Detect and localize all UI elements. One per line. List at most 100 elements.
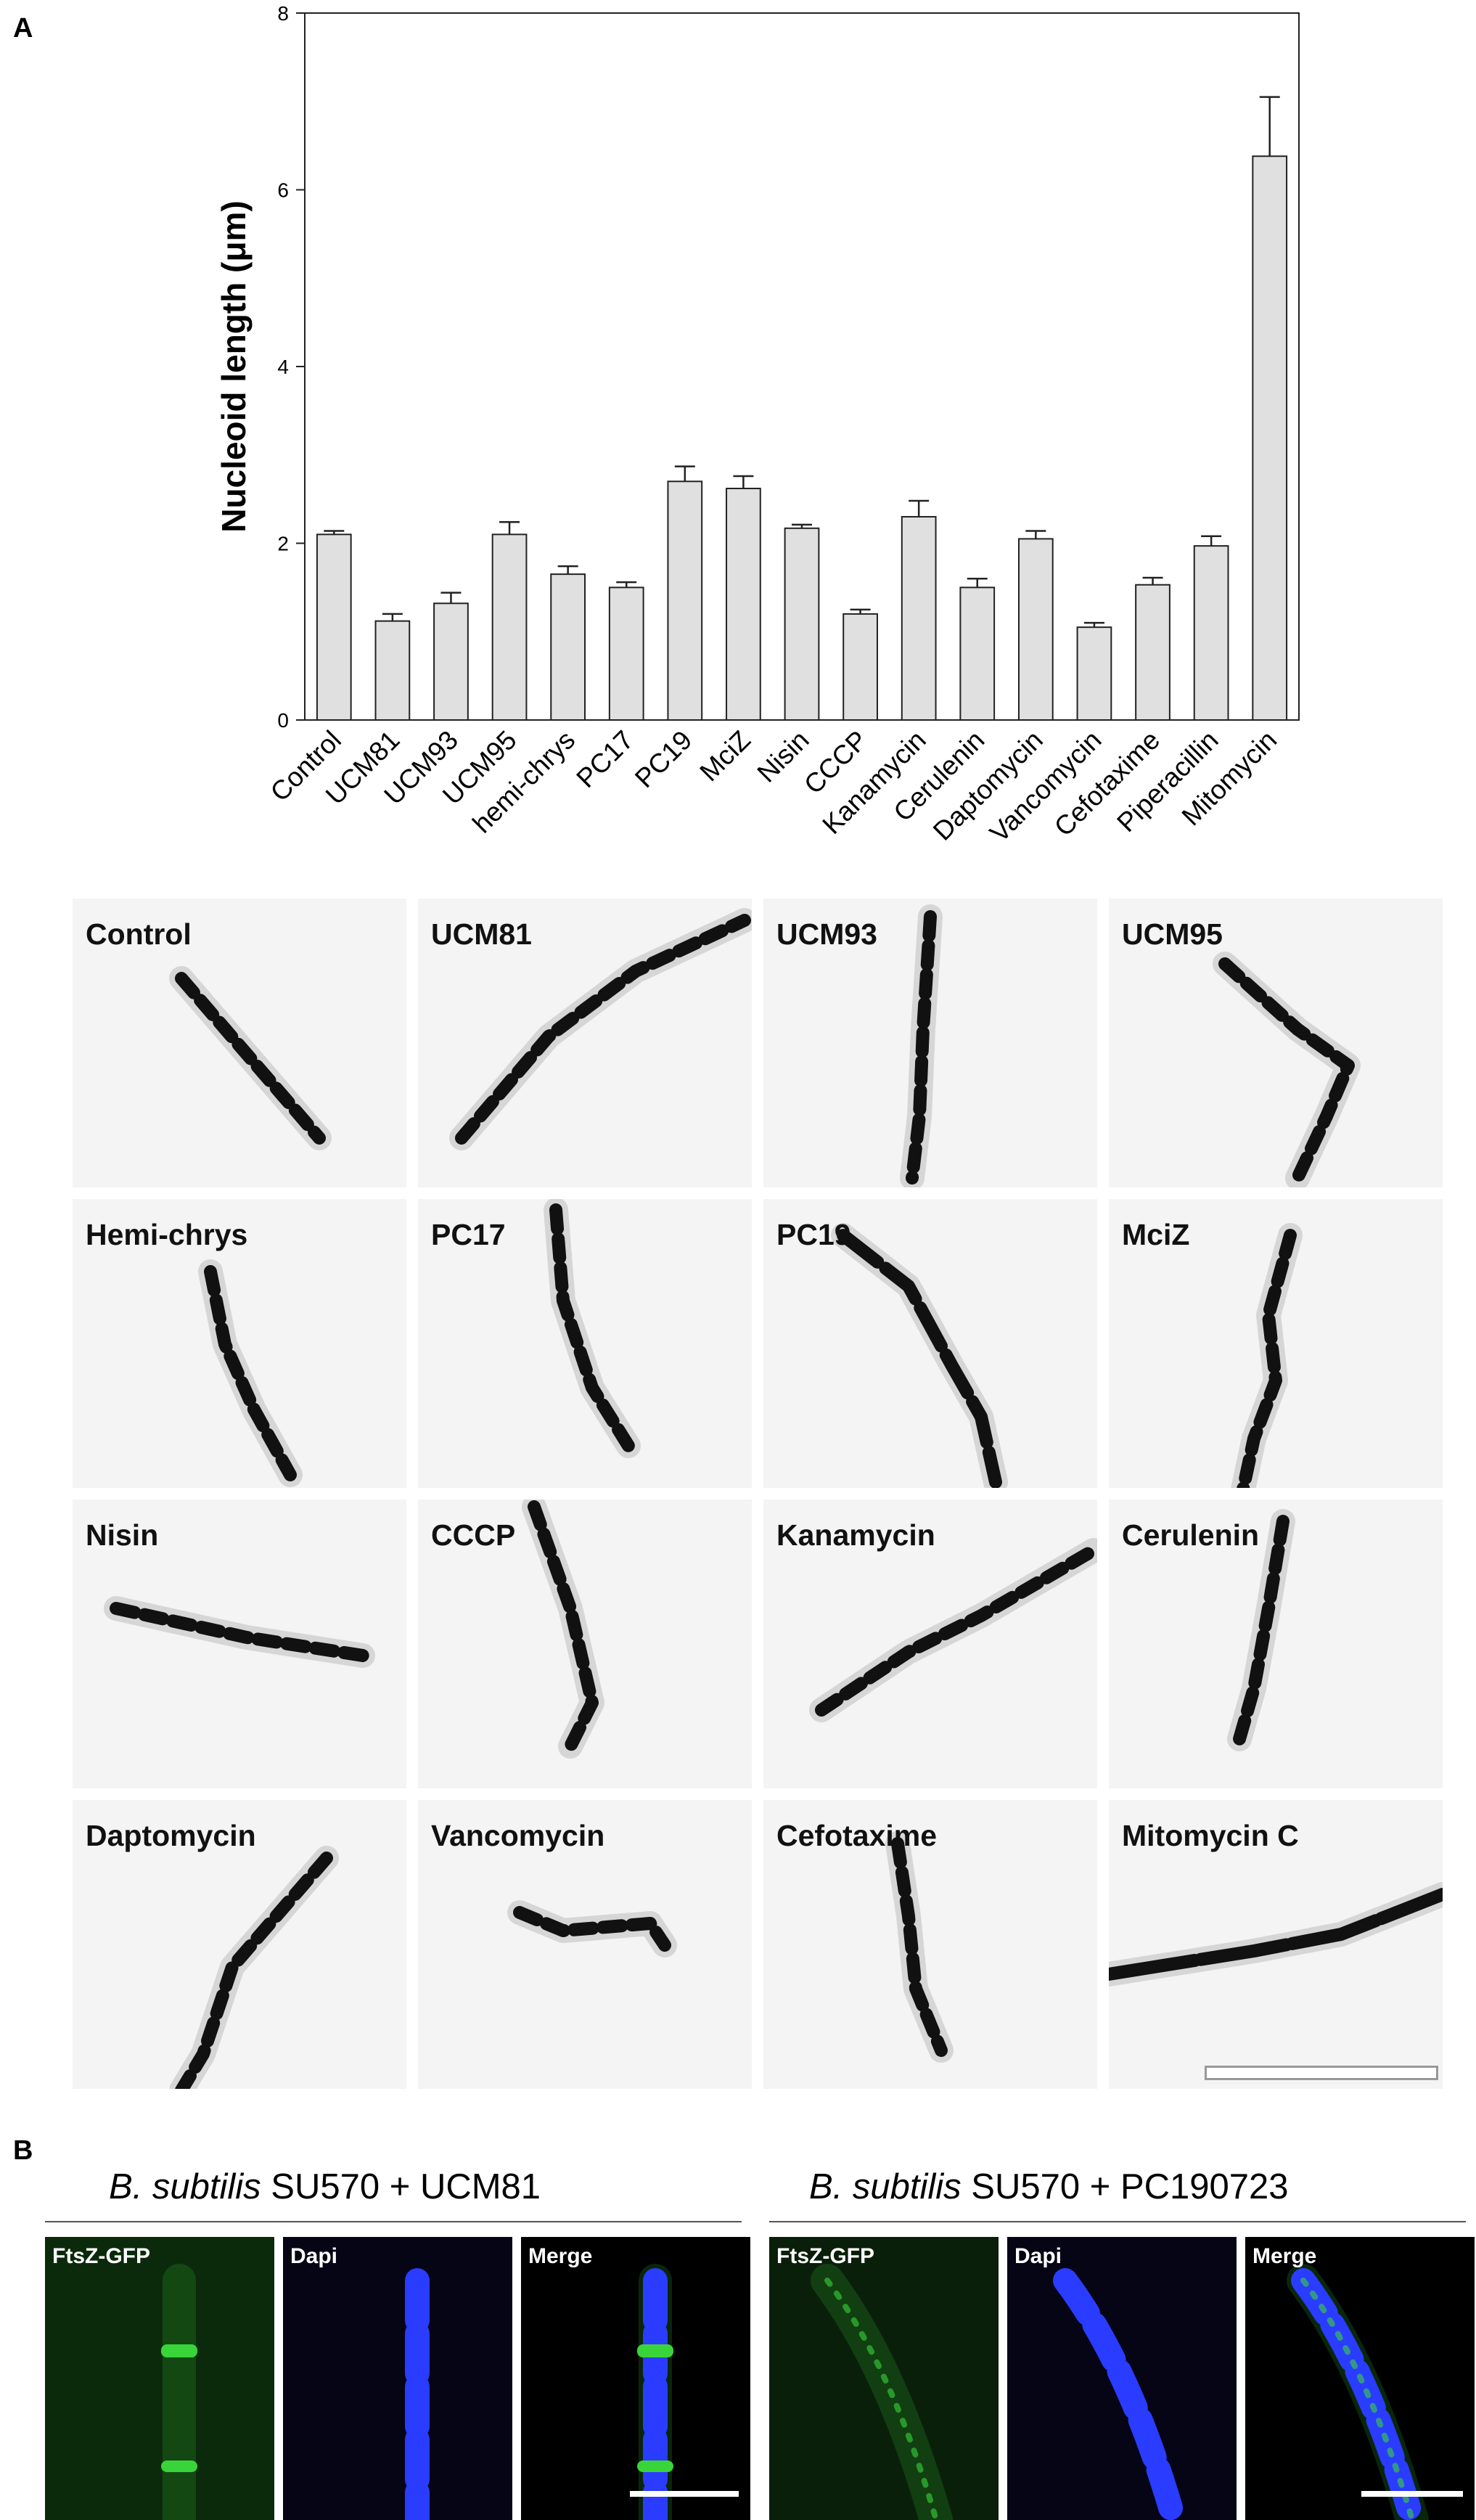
micrograph-label: MciZ <box>1122 1218 1190 1251</box>
fluorescence-ftsz-gfp: FtsZ-GFP <box>769 2237 999 2520</box>
x-tick-label: MciZ <box>694 725 756 788</box>
micrograph-image <box>169 1846 339 2089</box>
species-name: B. subtilis <box>809 2167 962 2206</box>
bar-vancomycin <box>1076 626 1112 721</box>
micrograph-daptomycin: Daptomycin <box>73 1800 406 2089</box>
bar-kanamycin <box>901 515 937 721</box>
fluorescence-merge: Merge <box>1245 2237 1475 2520</box>
micrograph-control: Control <box>73 899 406 1187</box>
y-tick-label: 0 <box>277 709 289 732</box>
micrograph-image <box>449 908 752 1150</box>
bar-ucm93 <box>433 602 469 721</box>
nucleoid-chain <box>204 1265 297 1481</box>
micrograph-image <box>544 1199 641 1458</box>
bar-control <box>316 533 352 721</box>
micrograph-pc17: PC17 <box>418 1199 752 1488</box>
scale-bar <box>630 2491 739 2497</box>
micrograph-label: Kanamycin <box>776 1518 935 1552</box>
bar-pc19 <box>667 480 703 721</box>
nucleoid-chain <box>528 1500 599 1753</box>
panel-b-title-right: B. subtilis SU570 + PC190723 <box>809 2167 1289 2207</box>
micrograph-image <box>809 1538 1097 1722</box>
ftsz-ring <box>637 2344 673 2357</box>
nucleoid-chain <box>837 1229 1002 1488</box>
micrograph-pc19: PC19 <box>763 1199 1097 1488</box>
ftsz-ring <box>161 2344 197 2357</box>
fluorescence-image <box>1287 2264 1429 2520</box>
micrograph-label: Hemi-chrys <box>86 1218 248 1251</box>
bar-mitomycin <box>1252 155 1288 721</box>
micrograph-kanamycin: Kanamycin <box>763 1500 1097 1788</box>
micrograph-image <box>507 1900 677 1958</box>
cell-outline <box>449 908 752 1150</box>
micrograph-label: Cerulenin <box>1122 1518 1260 1552</box>
bar-piperacillin <box>1193 545 1229 721</box>
y-tick-label: 8 <box>277 2 289 25</box>
nucleoid-chain <box>1218 957 1355 1185</box>
fluorescence-image <box>405 2268 430 2520</box>
micrograph-label: UCM93 <box>776 917 877 951</box>
bar-mciz <box>726 488 761 721</box>
scale-bar <box>1361 2491 1463 2497</box>
micrograph-image <box>198 1259 303 1487</box>
fluorescence-ftsz-gfp: FtsZ-GFP <box>45 2237 274 2520</box>
micrograph-cerulenin: Cerulenin <box>1109 1500 1443 1788</box>
fluorescence-image <box>637 2264 673 2520</box>
scale-bar <box>1205 2066 1438 2080</box>
micrograph-cefotaxime: Cefotaxime <box>763 1800 1097 2089</box>
bar-hemi-chrys <box>550 573 586 721</box>
micrograph-label: UCM81 <box>431 917 532 951</box>
species-name: B. subtilis <box>109 2167 261 2206</box>
bar-pc17 <box>608 586 644 721</box>
channel-label: Dapi <box>1014 2244 1062 2268</box>
micrograph-mciz: MciZ <box>1109 1199 1443 1488</box>
panel-b-rule-left <box>45 2221 742 2222</box>
micrograph-label: PC19 <box>776 1218 851 1251</box>
bar-daptomycin <box>1017 538 1054 721</box>
y-tick-label: 4 <box>277 356 289 378</box>
channel-label: FtsZ-GFP <box>776 2244 874 2268</box>
y-axis-label: Nucleoid length (μm) <box>215 200 253 532</box>
nucleoid-chain <box>1237 1229 1297 1488</box>
micrograph-grid: Control UCM81 UCM93 UCM95 Hemi-chrys PC17 PC19… <box>73 899 1444 2089</box>
micrograph-ucm93: UCM93 <box>763 899 1097 1187</box>
micrograph-label: CCCP <box>431 1518 516 1552</box>
panel-b-rule-right <box>769 2221 1466 2222</box>
micrograph-label: UCM95 <box>1122 917 1223 951</box>
micrograph-vancomycin: Vancomycin <box>418 1800 752 2089</box>
micrograph-image <box>1227 1509 1295 1751</box>
nucleoid-chain <box>110 1602 369 1662</box>
ftsz-ring <box>161 2460 197 2472</box>
micrograph-image <box>831 1223 1008 1488</box>
bar-cerulenin <box>959 586 996 721</box>
micrograph-cccp: CCCP <box>418 1500 752 1788</box>
fluorescence-dapi: Dapi <box>1007 2237 1237 2520</box>
dapi-nucleoids <box>1291 2268 1424 2520</box>
channel-label: Dapi <box>290 2244 338 2268</box>
bar-ucm81 <box>374 620 411 721</box>
micrograph-label: Vancomycin <box>431 1819 605 1852</box>
bar-cccp <box>842 613 878 721</box>
gfp-cell <box>811 2264 953 2520</box>
micrograph-label: Mitomycin C <box>1122 1819 1299 1852</box>
micrograph-image <box>900 904 943 1187</box>
bar-nisin <box>784 527 820 721</box>
fluorescence-image <box>1053 2268 1186 2520</box>
micrograph-label: Nisin <box>86 1518 159 1552</box>
cell-outline <box>1213 952 1361 1187</box>
micrograph-image <box>1213 952 1361 1187</box>
micrograph-image <box>104 1596 375 1668</box>
ftsz-ring <box>637 2460 673 2472</box>
micrograph-image <box>169 966 332 1150</box>
panel-b-letter: B <box>13 2135 33 2166</box>
micrograph-image <box>885 1831 954 2063</box>
nucleoid-chain <box>1109 1888 1443 1981</box>
channel-label: Merge <box>1252 2244 1317 2268</box>
strain-text: SU570 + UCM81 <box>261 2167 541 2206</box>
channel-label: FtsZ-GFP <box>52 2244 150 2268</box>
bar-cefotaxime <box>1135 584 1170 721</box>
micrograph-ucm95: UCM95 <box>1109 899 1443 1187</box>
micrograph-ucm81: UCM81 <box>418 899 752 1187</box>
panel-b-title-left: B. subtilis SU570 + UCM81 <box>109 2167 541 2207</box>
strain-text: SU570 + PC190723 <box>961 2167 1289 2206</box>
